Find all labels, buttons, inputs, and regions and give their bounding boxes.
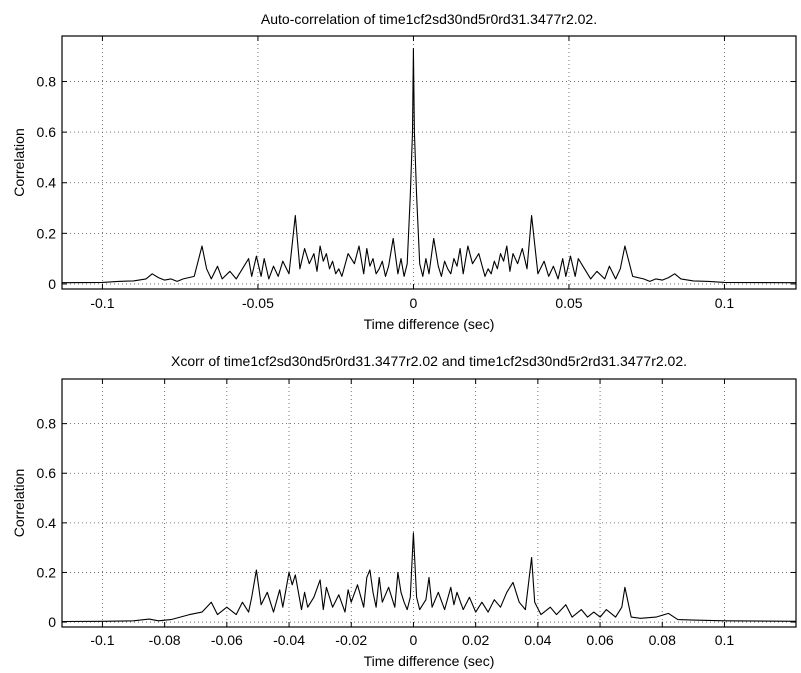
autocorr-ytick-label-0: 0 [48,276,56,292]
xcorr-ylabel: Correlation [11,469,27,537]
autocorr-plot-area [62,36,796,289]
xcorr-xtick-label-2: -0.06 [211,632,243,648]
autocorr-title: Auto-correlation of time1cf2sd30nd5r0rd3… [261,11,597,27]
xcorr-xlabel: Time difference (sec) [364,653,495,669]
xcorr-xtick-label-10: 0.1 [715,632,735,648]
autocorr-xtick-label-1: -0.05 [242,295,274,311]
autocorr-xtick-label-0: -0.1 [90,295,114,311]
xcorr-ytick-label-1: 0.2 [37,564,57,580]
xcorr-ytick-label-3: 0.6 [37,465,57,481]
xcorr-xtick-label-6: 0.02 [462,632,489,648]
autocorr-ytick-label-3: 0.6 [37,124,57,140]
xcorr-chart: -0.1 -0.08 -0.06 -0.04 -0.02 0 0.02 0.04 0.06 0.0… [11,353,797,669]
autocorr-xtick-label-3: 0.05 [555,295,582,311]
xcorr-title: Xcorr of time1cf2sd30nd5r0rd31.3477r2.02… [171,353,687,369]
xcorr-ytick-label-2: 0.4 [37,515,57,531]
xcorr-xtick-label-3: -0.04 [273,632,305,648]
autocorr-ytick-label-4: 0.8 [37,74,57,90]
autocorr-ylabel: Correlation [11,128,27,196]
xcorr-ytick-label-4: 0.8 [37,416,57,432]
autocorr-ytick-label-1: 0.2 [37,225,57,241]
xcorr-plot-area [62,379,796,627]
autocorr-xlabel: Time difference (sec) [364,316,495,332]
autocorr-ytick-label-2: 0.4 [37,175,57,191]
xcorr-xtick-label-1: -0.08 [149,632,181,648]
xcorr-xtick-label-0: -0.1 [90,632,114,648]
autocorr-series-line-0 [61,48,797,284]
xcorr-axes-box [61,378,797,628]
autocorr-xtick-label-4: 0.1 [715,295,735,311]
autocorr-axes-box [61,35,797,290]
xcorr-series-line-0 [61,532,797,623]
xcorr-xtick-label-8: 0.06 [586,632,613,648]
autocorr-xtick-label-2: 0 [410,295,418,311]
xcorr-ytick-label-0: 0 [48,614,56,630]
xcorr-xtick-label-4: -0.02 [335,632,367,648]
xcorr-xtick-label-7: 0.04 [524,632,551,648]
xcorr-xtick-label-9: 0.08 [649,632,676,648]
autocorr-chart: -0.1 -0.05 0 0.05 0.1 0 0.2 0.4 0.6 0.8 Auto-corre… [11,11,797,332]
xcorr-xtick-label-5: 0 [410,632,418,648]
